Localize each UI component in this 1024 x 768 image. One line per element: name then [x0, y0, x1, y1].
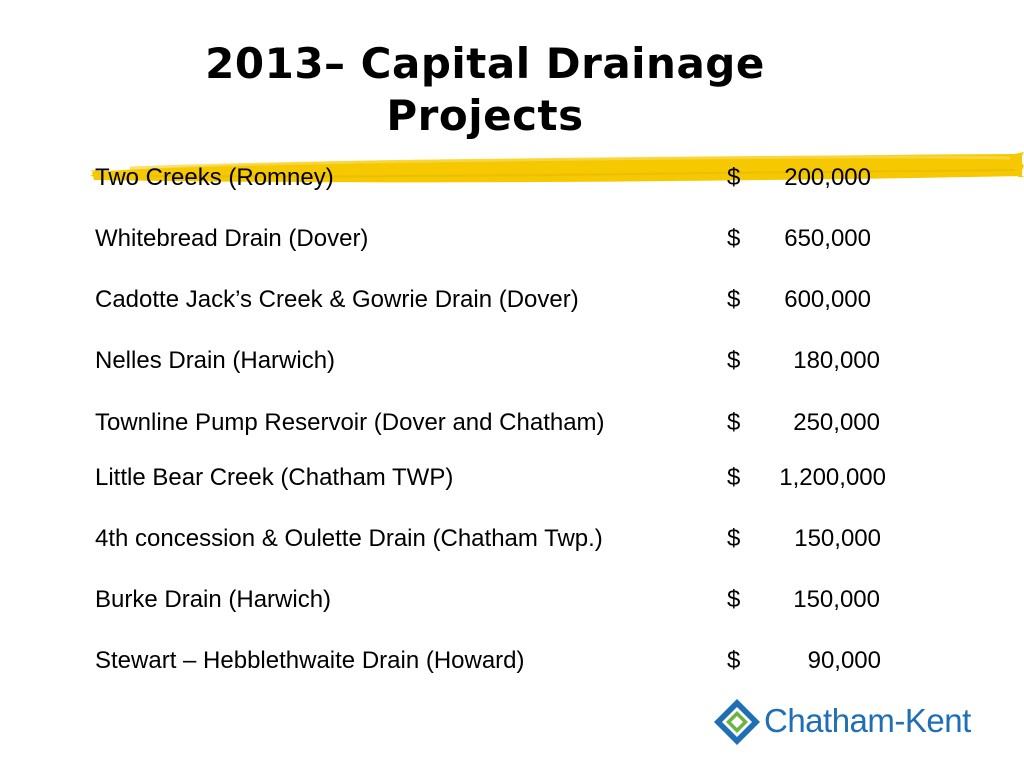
title-line-2: Projects [386, 91, 584, 140]
project-row: Nelles Drain (Harwich) $ 180,000 [95, 345, 915, 377]
currency-symbol: $ [727, 647, 741, 674]
project-row: 4th concession & Oulette Drain (Chatham … [95, 523, 915, 555]
project-name: Cadotte Jack’s Creek & Gowrie Drain (Dov… [95, 286, 579, 313]
project-name: Burke Drain (Harwich) [95, 586, 332, 613]
project-name: Stewart – Hebblethwaite Drain (Howard) [95, 647, 525, 674]
project-row: Stewart – Hebblethwaite Drain (Howard) $… [95, 645, 915, 677]
currency-symbol: $ [727, 464, 741, 491]
project-row: Townline Pump Reservoir (Dover and Chath… [95, 407, 915, 439]
project-row: Burke Drain (Harwich) $ 150,000 [95, 584, 915, 616]
currency-symbol: $ [727, 164, 741, 191]
project-amount: 650,000 [784, 225, 871, 252]
project-amount: 150,000 [793, 586, 880, 613]
project-amount: 180,000 [793, 347, 880, 374]
project-name: Townline Pump Reservoir (Dover and Chath… [95, 409, 605, 436]
currency-symbol: $ [727, 225, 741, 252]
project-name: 4th concession & Oulette Drain (Chatham … [95, 525, 603, 552]
project-row: Cadotte Jack’s Creek & Gowrie Drain (Dov… [95, 284, 915, 316]
yellow-brush-stroke [90, 152, 1024, 183]
currency-symbol: $ [727, 347, 741, 374]
title-line-1: 2013– Capital Drainage [205, 39, 765, 88]
project-amount: 250,000 [793, 409, 880, 436]
currency-symbol: $ [727, 586, 741, 613]
slide-title: 2013– Capital Drainage Projects [180, 38, 790, 142]
logo-text: Chatham-Kent [764, 702, 971, 739]
project-name: Little Bear Creek (Chatham TWP) [95, 464, 454, 491]
currency-symbol: $ [727, 525, 741, 552]
currency-symbol: $ [727, 409, 741, 436]
project-name: Two Creeks (Romney) [95, 164, 334, 191]
project-amount: 150,000 [794, 525, 881, 552]
project-amount: 600,000 [784, 286, 871, 313]
project-amount: 90,000 [807, 647, 881, 674]
project-name: Nelles Drain (Harwich) [95, 347, 336, 374]
project-amount: 200,000 [784, 164, 871, 191]
project-row: Little Bear Creek (Chatham TWP) $ 1,200,… [95, 462, 915, 494]
project-row: Two Creeks (Romney) $ 200,000 [95, 162, 915, 194]
project-row: Whitebread Drain (Dover) $ 650,000 [95, 223, 915, 255]
project-name: Whitebread Drain (Dover) [95, 225, 369, 252]
project-amount: 1,200,000 [779, 464, 886, 491]
diamond-logo-icon [714, 699, 760, 745]
currency-symbol: $ [727, 286, 741, 313]
chatham-kent-logo: Chatham-Kent [712, 697, 972, 747]
